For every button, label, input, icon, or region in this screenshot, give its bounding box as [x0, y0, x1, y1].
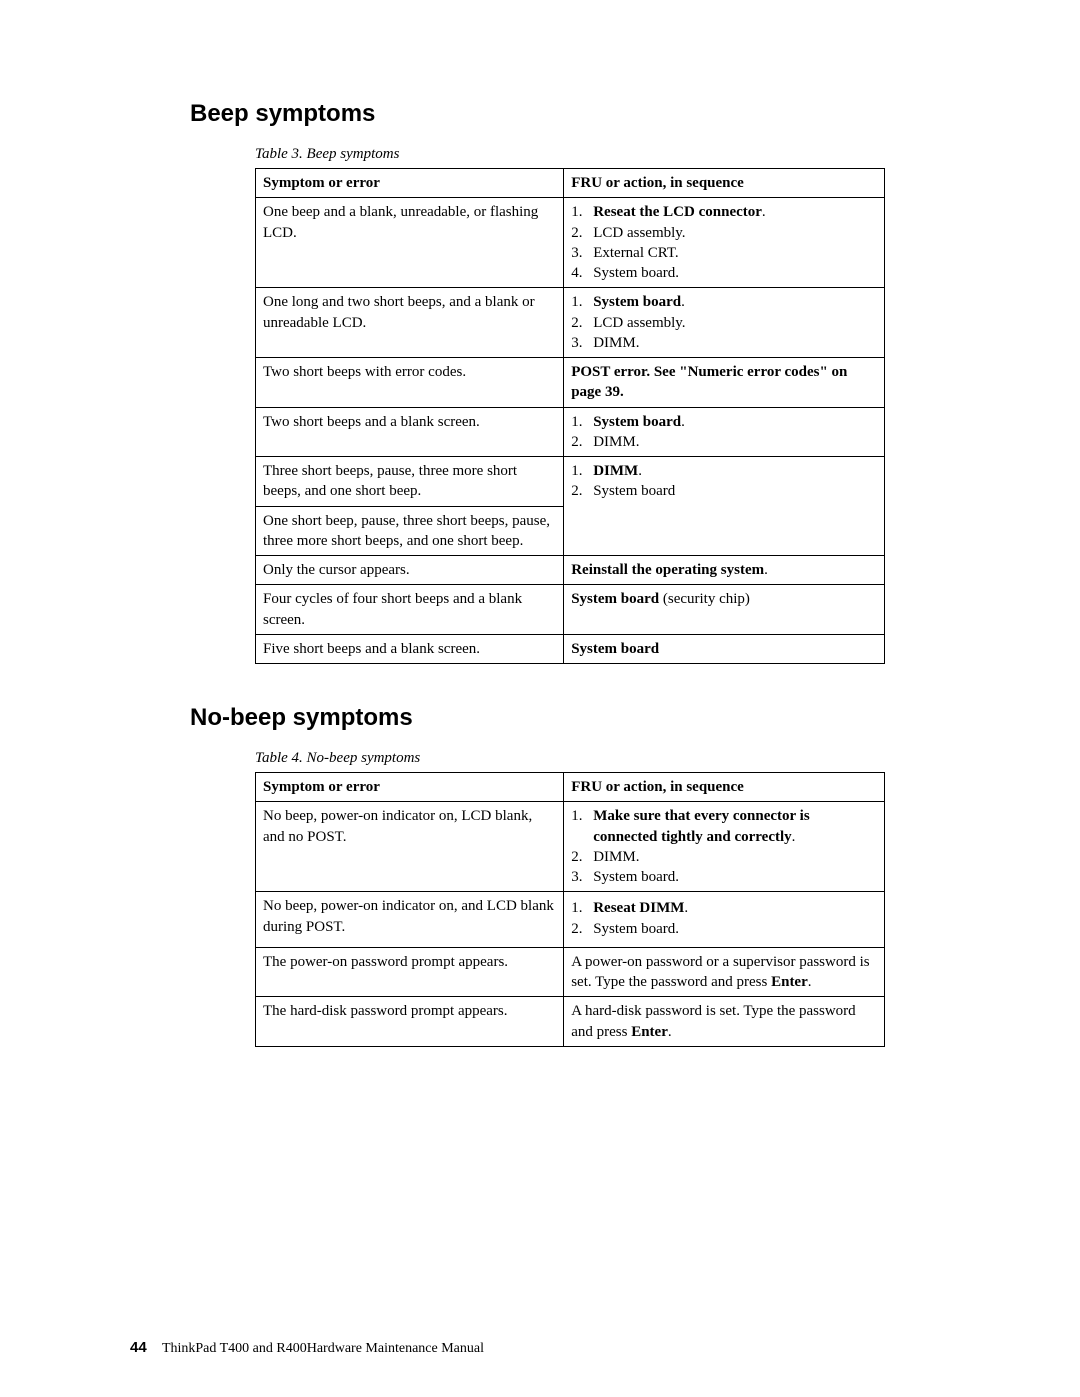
beep-table-caption: Table 3. Beep symptoms [190, 146, 950, 163]
list-item: Reseat the LCD connector. [571, 202, 877, 222]
symptom-cell: One short beep, pause, three short beeps… [256, 506, 564, 556]
list-item: DIMM. [571, 847, 877, 867]
beep-heading: Beep symptoms [190, 100, 950, 128]
footer-title: ThinkPad T400 and R400Hardware Maintenan… [162, 1341, 484, 1356]
table-row: No beep, power-on indicator on, and LCD … [256, 892, 885, 948]
action-cell: A power-on password or a supervisor pass… [564, 947, 885, 997]
symptom-cell: No beep, power-on indicator on, and LCD … [256, 892, 564, 948]
beep-th-action: FRU or action, in sequence [564, 169, 885, 198]
symptom-cell: Two short beeps with error codes. [256, 358, 564, 408]
page-footer: 44 ThinkPad T400 and R400Hardware Mainte… [130, 1339, 484, 1357]
symptom-cell: Four cycles of four short beeps and a bl… [256, 585, 564, 635]
table-header-row: Symptom or error FRU or action, in seque… [256, 169, 885, 198]
list-item: LCD assembly. [571, 313, 877, 333]
action-cell: POST error. See "Numeric error codes" on… [564, 358, 885, 408]
table-row: The hard-disk password prompt appears. A… [256, 997, 885, 1047]
nobeep-table-caption: Table 4. No-beep symptoms [190, 750, 950, 767]
nobeep-heading: No-beep symptoms [190, 704, 950, 732]
action-cell: A hard-disk password is set. Type the pa… [564, 997, 885, 1047]
symptom-cell: Five short beeps and a blank screen. [256, 634, 564, 663]
table-row: One beep and a blank, unreadable, or fla… [256, 198, 885, 288]
table-row: Three short beeps, pause, three more sho… [256, 457, 885, 507]
list-item: DIMM. [571, 461, 877, 481]
action-cell: DIMM. System board [564, 457, 885, 556]
nobeep-th-action: FRU or action, in sequence [564, 773, 885, 802]
symptom-cell: One long and two short beeps, and a blan… [256, 288, 564, 358]
table-row: No beep, power-on indicator on, LCD blan… [256, 802, 885, 892]
list-item: System board. [571, 292, 877, 312]
nobeep-th-symptom: Symptom or error [256, 773, 564, 802]
list-item: System board. [571, 263, 877, 283]
table-row: Two short beeps with error codes. POST e… [256, 358, 885, 408]
list-item: System board [571, 481, 877, 501]
action-cell: System board (security chip) [564, 585, 885, 635]
table-row: Only the cursor appears. Reinstall the o… [256, 556, 885, 585]
nobeep-table: Symptom or error FRU or action, in seque… [255, 772, 885, 1047]
list-item: DIMM. [571, 432, 877, 452]
table-row: Five short beeps and a blank screen. Sys… [256, 634, 885, 663]
symptom-cell: No beep, power-on indicator on, LCD blan… [256, 802, 564, 892]
list-item: Reseat DIMM. [571, 898, 877, 918]
list-item: Make sure that every connector is connec… [571, 806, 877, 847]
symptom-cell: The hard-disk password prompt appears. [256, 997, 564, 1047]
beep-table: Symptom or error FRU or action, in seque… [255, 168, 885, 664]
list-item: System board. [571, 867, 877, 887]
table-row: The power-on password prompt appears. A … [256, 947, 885, 997]
list-item: System board. [571, 412, 877, 432]
action-cell: System board [564, 634, 885, 663]
action-cell: Reseat DIMM. System board. [564, 892, 885, 948]
action-cell: Make sure that every connector is connec… [564, 802, 885, 892]
list-item: External CRT. [571, 243, 877, 263]
symptom-cell: Only the cursor appears. [256, 556, 564, 585]
table-row: Two short beeps and a blank screen. Syst… [256, 407, 885, 457]
table-row: One long and two short beeps, and a blan… [256, 288, 885, 358]
list-item: System board. [571, 919, 877, 939]
symptom-cell: Two short beeps and a blank screen. [256, 407, 564, 457]
action-cell: System board. DIMM. [564, 407, 885, 457]
table-row: Four cycles of four short beeps and a bl… [256, 585, 885, 635]
list-item: DIMM. [571, 333, 877, 353]
symptom-cell: One beep and a blank, unreadable, or fla… [256, 198, 564, 288]
action-cell: System board. LCD assembly. DIMM. [564, 288, 885, 358]
action-cell: Reinstall the operating system. [564, 556, 885, 585]
table-header-row: Symptom or error FRU or action, in seque… [256, 773, 885, 802]
symptom-cell: The power-on password prompt appears. [256, 947, 564, 997]
beep-th-symptom: Symptom or error [256, 169, 564, 198]
list-item: LCD assembly. [571, 223, 877, 243]
page-number: 44 [130, 1339, 147, 1356]
action-cell: Reseat the LCD connector. LCD assembly. … [564, 198, 885, 288]
symptom-cell: Three short beeps, pause, three more sho… [256, 457, 564, 507]
